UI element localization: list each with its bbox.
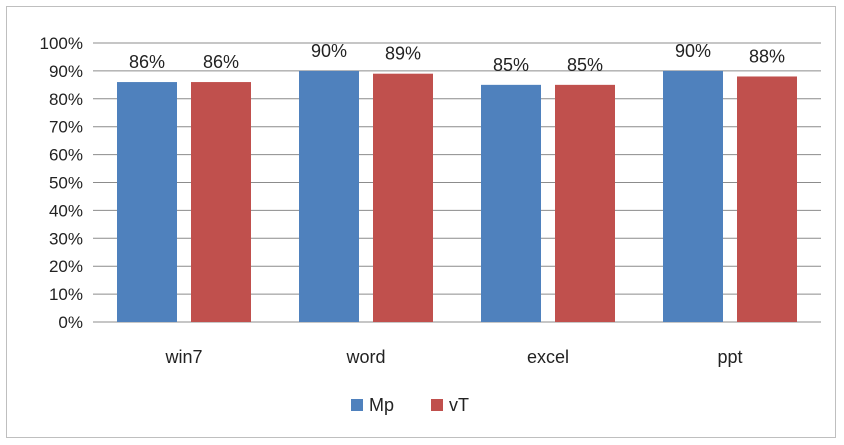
bar-chart: 0%10%20%30%40%50%60%70%80%90%100% 86% 86%… <box>40 34 821 415</box>
bar-vt-excel <box>555 84 615 322</box>
legend: Mp vT <box>351 395 469 415</box>
y-tick-label: 20% <box>49 257 83 276</box>
data-label-vt-excel: 85% <box>567 55 603 75</box>
bars <box>117 70 797 323</box>
chart-frame: 0% 10% 20% 30% 40% 50% 60% 70% 80% 90% 100% 86% 86%… <box>6 6 836 438</box>
data-labels: 86% 86% 90% 89% 85% 85% 90% 88% <box>129 41 785 75</box>
legend-swatch-mp <box>351 399 363 411</box>
y-tick-label: 60% <box>49 146 83 165</box>
bar-mp-word <box>299 70 359 323</box>
data-label-vt-win7: 86% <box>203 52 239 72</box>
y-tick-label: 90% <box>49 62 83 81</box>
legend-label-vt: vT <box>449 395 469 415</box>
data-label-vt-ppt: 88% <box>749 46 785 66</box>
data-label-mp-ppt: 90% <box>675 41 711 61</box>
y-tick-label: 100% <box>40 34 83 53</box>
y-tick-label: 30% <box>49 229 83 248</box>
legend-swatch-vt <box>431 399 443 411</box>
x-category-label: win7 <box>164 347 202 367</box>
bar-vt-ppt <box>737 76 797 322</box>
x-category-label: word <box>345 347 385 367</box>
x-category-label: excel <box>527 347 569 367</box>
data-label-mp-word: 90% <box>311 41 347 61</box>
y-tick-label: 0% <box>58 313 83 332</box>
y-tick-label: 80% <box>49 90 83 109</box>
data-label-vt-word: 89% <box>385 44 421 64</box>
data-label-mp-excel: 85% <box>493 55 529 75</box>
y-axis-tick-labels: 0% 10% 20% 30% 40% 50% 60% 70% 80% 90% 100% <box>40 34 83 332</box>
bar-vt-win7 <box>191 82 251 322</box>
y-tick-label: 70% <box>49 118 83 137</box>
y-tick-label: 50% <box>49 174 83 193</box>
bar-vt-word <box>373 73 433 322</box>
x-category-label: ppt <box>717 347 742 367</box>
legend-label-mp: Mp <box>369 395 394 415</box>
y-tick-label: 40% <box>49 201 83 220</box>
bar-mp-win7 <box>117 82 177 322</box>
data-label-mp-win7: 86% <box>129 52 165 72</box>
bar-mp-excel <box>481 84 541 322</box>
x-axis-category-labels: win7 word excel ppt <box>164 347 742 367</box>
y-tick-label: 10% <box>49 285 83 304</box>
bar-mp-ppt <box>663 70 723 323</box>
